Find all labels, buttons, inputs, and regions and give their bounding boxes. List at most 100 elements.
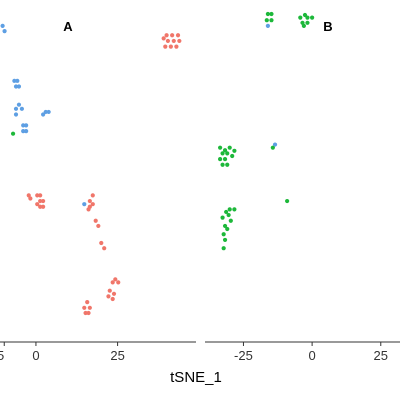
panel-a-x-tick-label: 0 xyxy=(32,348,39,363)
panel-a-title: A xyxy=(63,19,73,34)
panel-a-point-red xyxy=(168,44,173,49)
panel-a-point-red xyxy=(86,207,91,212)
panel-a-point-red xyxy=(177,38,182,44)
panel-a-point-red xyxy=(106,294,111,299)
panel-a-point-blue xyxy=(19,106,24,111)
panel-b-point-green xyxy=(285,198,290,204)
panel-a-plot: 0 25 5 xyxy=(0,23,196,363)
panel-b-point-green xyxy=(222,148,228,153)
panel-b-point-green xyxy=(224,209,229,215)
panel-b-point-green xyxy=(265,11,270,17)
panel-b-point-green xyxy=(310,15,315,20)
panel-a-x-tick-label: 25 xyxy=(110,348,124,363)
panel-a-point-red xyxy=(87,305,92,310)
panel-a-point-red xyxy=(161,36,166,41)
panel-b-point-blue xyxy=(265,23,270,29)
panel-b-x-tick-label: -25 xyxy=(234,348,253,363)
panel-a-point-red xyxy=(110,296,115,302)
panel-a-point-blue xyxy=(2,28,7,34)
panel-a-point-red xyxy=(174,44,179,49)
panel-a-point-red xyxy=(38,204,43,209)
panel-b-x-tick-label: 0 xyxy=(308,348,315,363)
panel-b-point-green xyxy=(221,232,226,237)
panel-b-point-green xyxy=(270,145,275,150)
panel-a-point-red xyxy=(35,202,40,207)
panel-a-point-red xyxy=(116,280,121,285)
panel-b-point-green xyxy=(227,145,232,150)
panel-a-point-blue xyxy=(82,202,87,207)
panel-a-point-red xyxy=(26,193,31,198)
panel-a-point-red xyxy=(107,288,112,293)
panel-a-point-blue xyxy=(43,109,48,115)
panel-b-point-green xyxy=(264,18,269,23)
panel-a-point-blue xyxy=(21,129,26,134)
panel-a-point-red xyxy=(90,193,95,198)
panel-b-point-blue xyxy=(272,142,278,147)
panel-a-point-blue xyxy=(24,123,29,128)
panel-b-point-green xyxy=(305,20,310,25)
panel-a-point-blue xyxy=(21,123,26,128)
panel-b-point-green xyxy=(232,207,237,212)
panel-a-x-tick-label: 5 xyxy=(0,348,4,363)
panel-b-x-tick-label: 25 xyxy=(374,348,388,363)
panel-a-point-red xyxy=(102,246,107,251)
panel-a-point-blue xyxy=(16,84,22,89)
panel-a-point-blue xyxy=(13,106,19,111)
panel-b-point-green xyxy=(298,15,303,20)
x-axis-title: tSNE_1 xyxy=(170,369,222,386)
panel-b-point-green xyxy=(225,162,230,167)
panel-b-point-green xyxy=(225,151,230,156)
panel-a-point-red xyxy=(86,310,91,316)
panel-a-point-red xyxy=(170,33,175,38)
panel-a-point-red xyxy=(171,38,176,44)
panel-a-point-red xyxy=(165,38,171,44)
panel-a-point-red xyxy=(175,33,181,38)
panel-a-point-blue xyxy=(0,23,5,29)
panel-a-point-red xyxy=(82,305,87,310)
panel-a-point-red xyxy=(28,196,33,201)
panel-a-point-blue xyxy=(41,112,46,117)
panel-a-point-red xyxy=(41,204,46,209)
panel-b-point-green xyxy=(222,223,228,229)
panel-b-point-green xyxy=(269,11,274,17)
panel-b-point-green xyxy=(305,15,310,20)
panel-b-point-green xyxy=(227,207,232,212)
panel-b-point-green xyxy=(225,226,230,232)
panel-b-point-green xyxy=(269,18,274,23)
panel-a-point-red xyxy=(85,300,90,305)
panel-a-point-red xyxy=(38,198,43,204)
panel-b-title: B xyxy=(323,19,332,34)
panel-a-point-red xyxy=(110,280,115,285)
panel-b-point-green xyxy=(220,151,225,156)
panel-a-point-red xyxy=(96,223,101,229)
panel-a-point-blue xyxy=(46,109,51,115)
panel-b-point-green xyxy=(301,23,306,29)
panel-a-point-blue xyxy=(13,84,19,89)
panel-b-point-green xyxy=(232,148,237,153)
panel-b-point-green xyxy=(220,215,225,220)
panel-a-point-blue xyxy=(15,78,20,83)
panel-a-point-red xyxy=(87,198,92,204)
panel-a-point-red xyxy=(111,291,117,296)
panel-a-point-red xyxy=(113,277,118,282)
panel-a-point-red xyxy=(41,198,46,204)
panel-b-point-green xyxy=(222,156,228,162)
panel-a-point-red xyxy=(35,193,40,198)
panel-b-plot: -25 0 25 xyxy=(205,11,400,363)
panel-a-point-blue xyxy=(24,129,29,134)
panel-a-point-blue xyxy=(12,78,17,83)
panel-a-point-red xyxy=(38,193,43,198)
panel-a-point-red xyxy=(163,44,168,49)
panel-a-point-red xyxy=(90,202,95,207)
panel-b-point-green xyxy=(230,153,235,159)
panel-a-point-red xyxy=(93,218,98,223)
panel-b-point-green xyxy=(218,156,223,162)
panel-a-point-red xyxy=(83,310,88,316)
panel-b-point-green xyxy=(226,212,231,218)
panel-b-point-green xyxy=(228,218,233,223)
panel-b-point-green xyxy=(218,145,223,150)
panel-a-point-red xyxy=(99,240,104,246)
panel-a-point-blue xyxy=(16,102,22,107)
panel-b-point-green xyxy=(220,162,225,167)
